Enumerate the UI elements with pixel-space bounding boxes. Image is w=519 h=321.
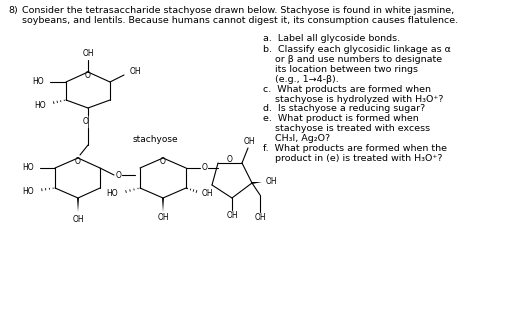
Text: f.  What products are formed when the: f. What products are formed when the xyxy=(263,144,447,153)
Text: O: O xyxy=(85,72,91,81)
Text: HO: HO xyxy=(106,189,118,198)
Text: O: O xyxy=(75,158,81,167)
Text: OH: OH xyxy=(226,212,238,221)
Text: OH: OH xyxy=(266,178,278,187)
Text: or β and use numbers to designate: or β and use numbers to designate xyxy=(263,55,442,64)
Text: 8): 8) xyxy=(8,6,18,15)
Text: c.  What products are formed when: c. What products are formed when xyxy=(263,85,431,94)
Text: OH: OH xyxy=(72,214,84,223)
Text: a.  Label all glycoside bonds.: a. Label all glycoside bonds. xyxy=(263,34,400,43)
Text: O: O xyxy=(227,155,233,164)
Polygon shape xyxy=(252,182,262,184)
Text: O: O xyxy=(160,158,166,167)
Text: stachyose is hydrolyzed with H₃O⁺?: stachyose is hydrolyzed with H₃O⁺? xyxy=(263,95,444,104)
Text: OH: OH xyxy=(243,137,255,146)
Text: Consider the tetrasaccharide stachyose drawn below. Stachyose is found in white : Consider the tetrasaccharide stachyose d… xyxy=(22,6,454,15)
Text: stachyose is treated with excess: stachyose is treated with excess xyxy=(263,124,430,133)
Polygon shape xyxy=(77,198,79,212)
Text: b.  Classify each glycosidic linkage as α: b. Classify each glycosidic linkage as α xyxy=(263,45,451,54)
Text: CH₃I, Ag₂O?: CH₃I, Ag₂O? xyxy=(263,134,330,143)
Text: product in (e) is treated with H₃O⁺?: product in (e) is treated with H₃O⁺? xyxy=(263,154,443,163)
Text: soybeans, and lentils. Because humans cannot digest it, its consumption causes f: soybeans, and lentils. Because humans ca… xyxy=(22,16,458,25)
Text: OH: OH xyxy=(254,213,266,222)
Text: HO: HO xyxy=(22,163,34,172)
Text: (e.g., 1→4-β).: (e.g., 1→4-β). xyxy=(263,75,339,84)
Text: its location between two rings: its location between two rings xyxy=(263,65,418,74)
Text: stachyose: stachyose xyxy=(132,135,178,144)
Text: O: O xyxy=(116,170,122,179)
Polygon shape xyxy=(162,198,164,212)
Text: e.  What product is formed when: e. What product is formed when xyxy=(263,114,419,123)
Text: OH: OH xyxy=(130,67,142,76)
Text: OH: OH xyxy=(202,189,214,198)
Text: O: O xyxy=(202,163,208,172)
Text: OH: OH xyxy=(82,49,94,58)
Text: HO: HO xyxy=(34,101,46,110)
Text: HO: HO xyxy=(32,77,44,86)
Text: O: O xyxy=(83,117,89,126)
Text: d.  Is stachyose a reducing sugar?: d. Is stachyose a reducing sugar? xyxy=(263,104,425,113)
Text: HO: HO xyxy=(22,187,34,196)
Text: OH: OH xyxy=(157,213,169,222)
